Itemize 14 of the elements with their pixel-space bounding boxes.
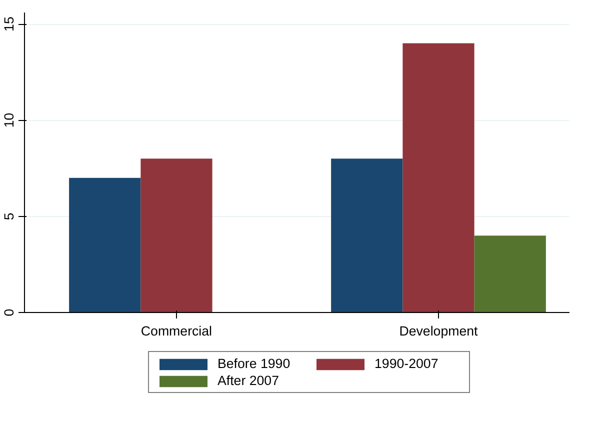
bar	[140, 158, 212, 312]
legend-label: Before 1990	[218, 356, 292, 371]
bar	[402, 43, 474, 312]
bar	[331, 158, 403, 312]
bar	[69, 178, 141, 312]
y-tick-label: 0	[2, 308, 16, 316]
x-tick-label: Commercial	[140, 324, 212, 338]
y-tick-label: 10	[2, 112, 16, 128]
x-tick-label: Development	[399, 324, 478, 338]
y-tick-label: 5	[2, 212, 16, 220]
y-tick-label: 15	[2, 16, 16, 32]
bar	[474, 236, 546, 312]
legend-label: 1990-2007	[374, 356, 440, 371]
legend-label: After 2007	[218, 373, 280, 388]
